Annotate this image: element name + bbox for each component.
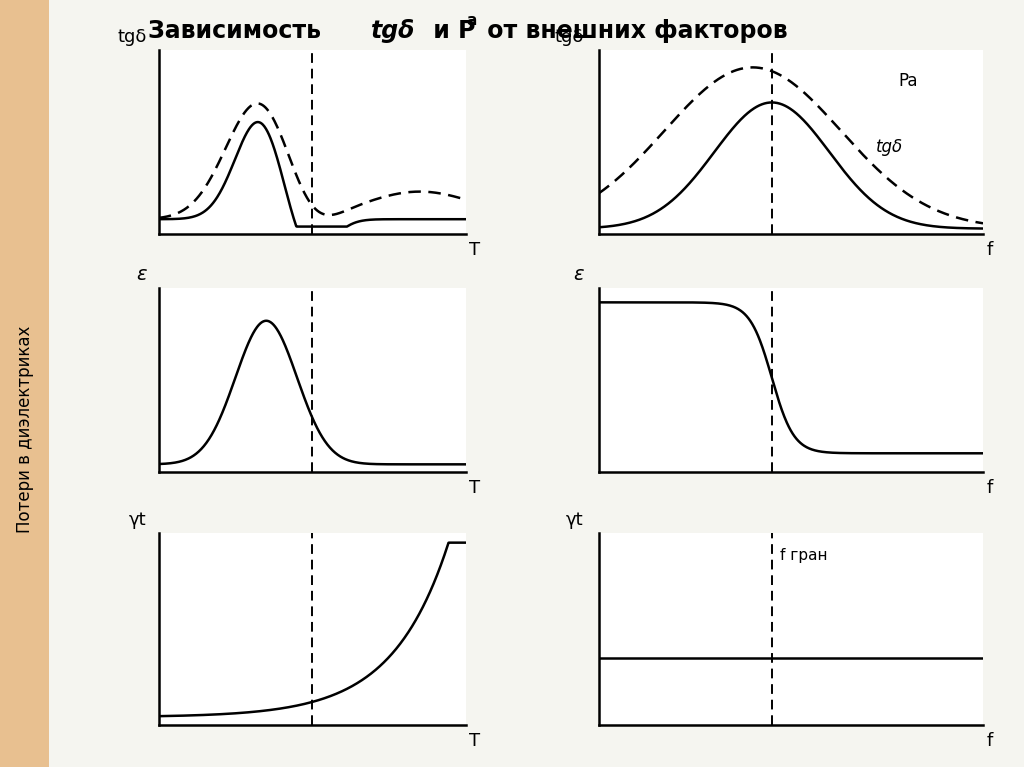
Text: T: T (469, 732, 480, 750)
Text: f: f (987, 479, 993, 497)
Text: а: а (466, 13, 476, 28)
Text: и P: и P (425, 19, 475, 43)
Text: ε: ε (573, 265, 584, 284)
Text: T: T (469, 242, 480, 259)
Text: tgδ: tgδ (371, 19, 415, 43)
Text: Pa: Pa (899, 72, 919, 90)
Text: T: T (469, 479, 480, 497)
Text: tgδ: tgδ (876, 138, 902, 156)
Text: tgδ: tgδ (554, 28, 584, 46)
Text: γt: γt (129, 512, 146, 529)
Text: f: f (987, 732, 993, 750)
Text: f гран: f гран (779, 548, 827, 564)
Text: γt: γt (566, 512, 584, 529)
Text: f: f (987, 242, 993, 259)
Text: от внешних факторов: от внешних факторов (479, 19, 787, 43)
Text: tgδ: tgδ (117, 28, 146, 46)
Text: Потери в диэлектриках: Потери в диэлектриках (15, 326, 34, 533)
Text: Зависимость: Зависимость (148, 19, 330, 43)
Text: ε: ε (136, 265, 146, 284)
